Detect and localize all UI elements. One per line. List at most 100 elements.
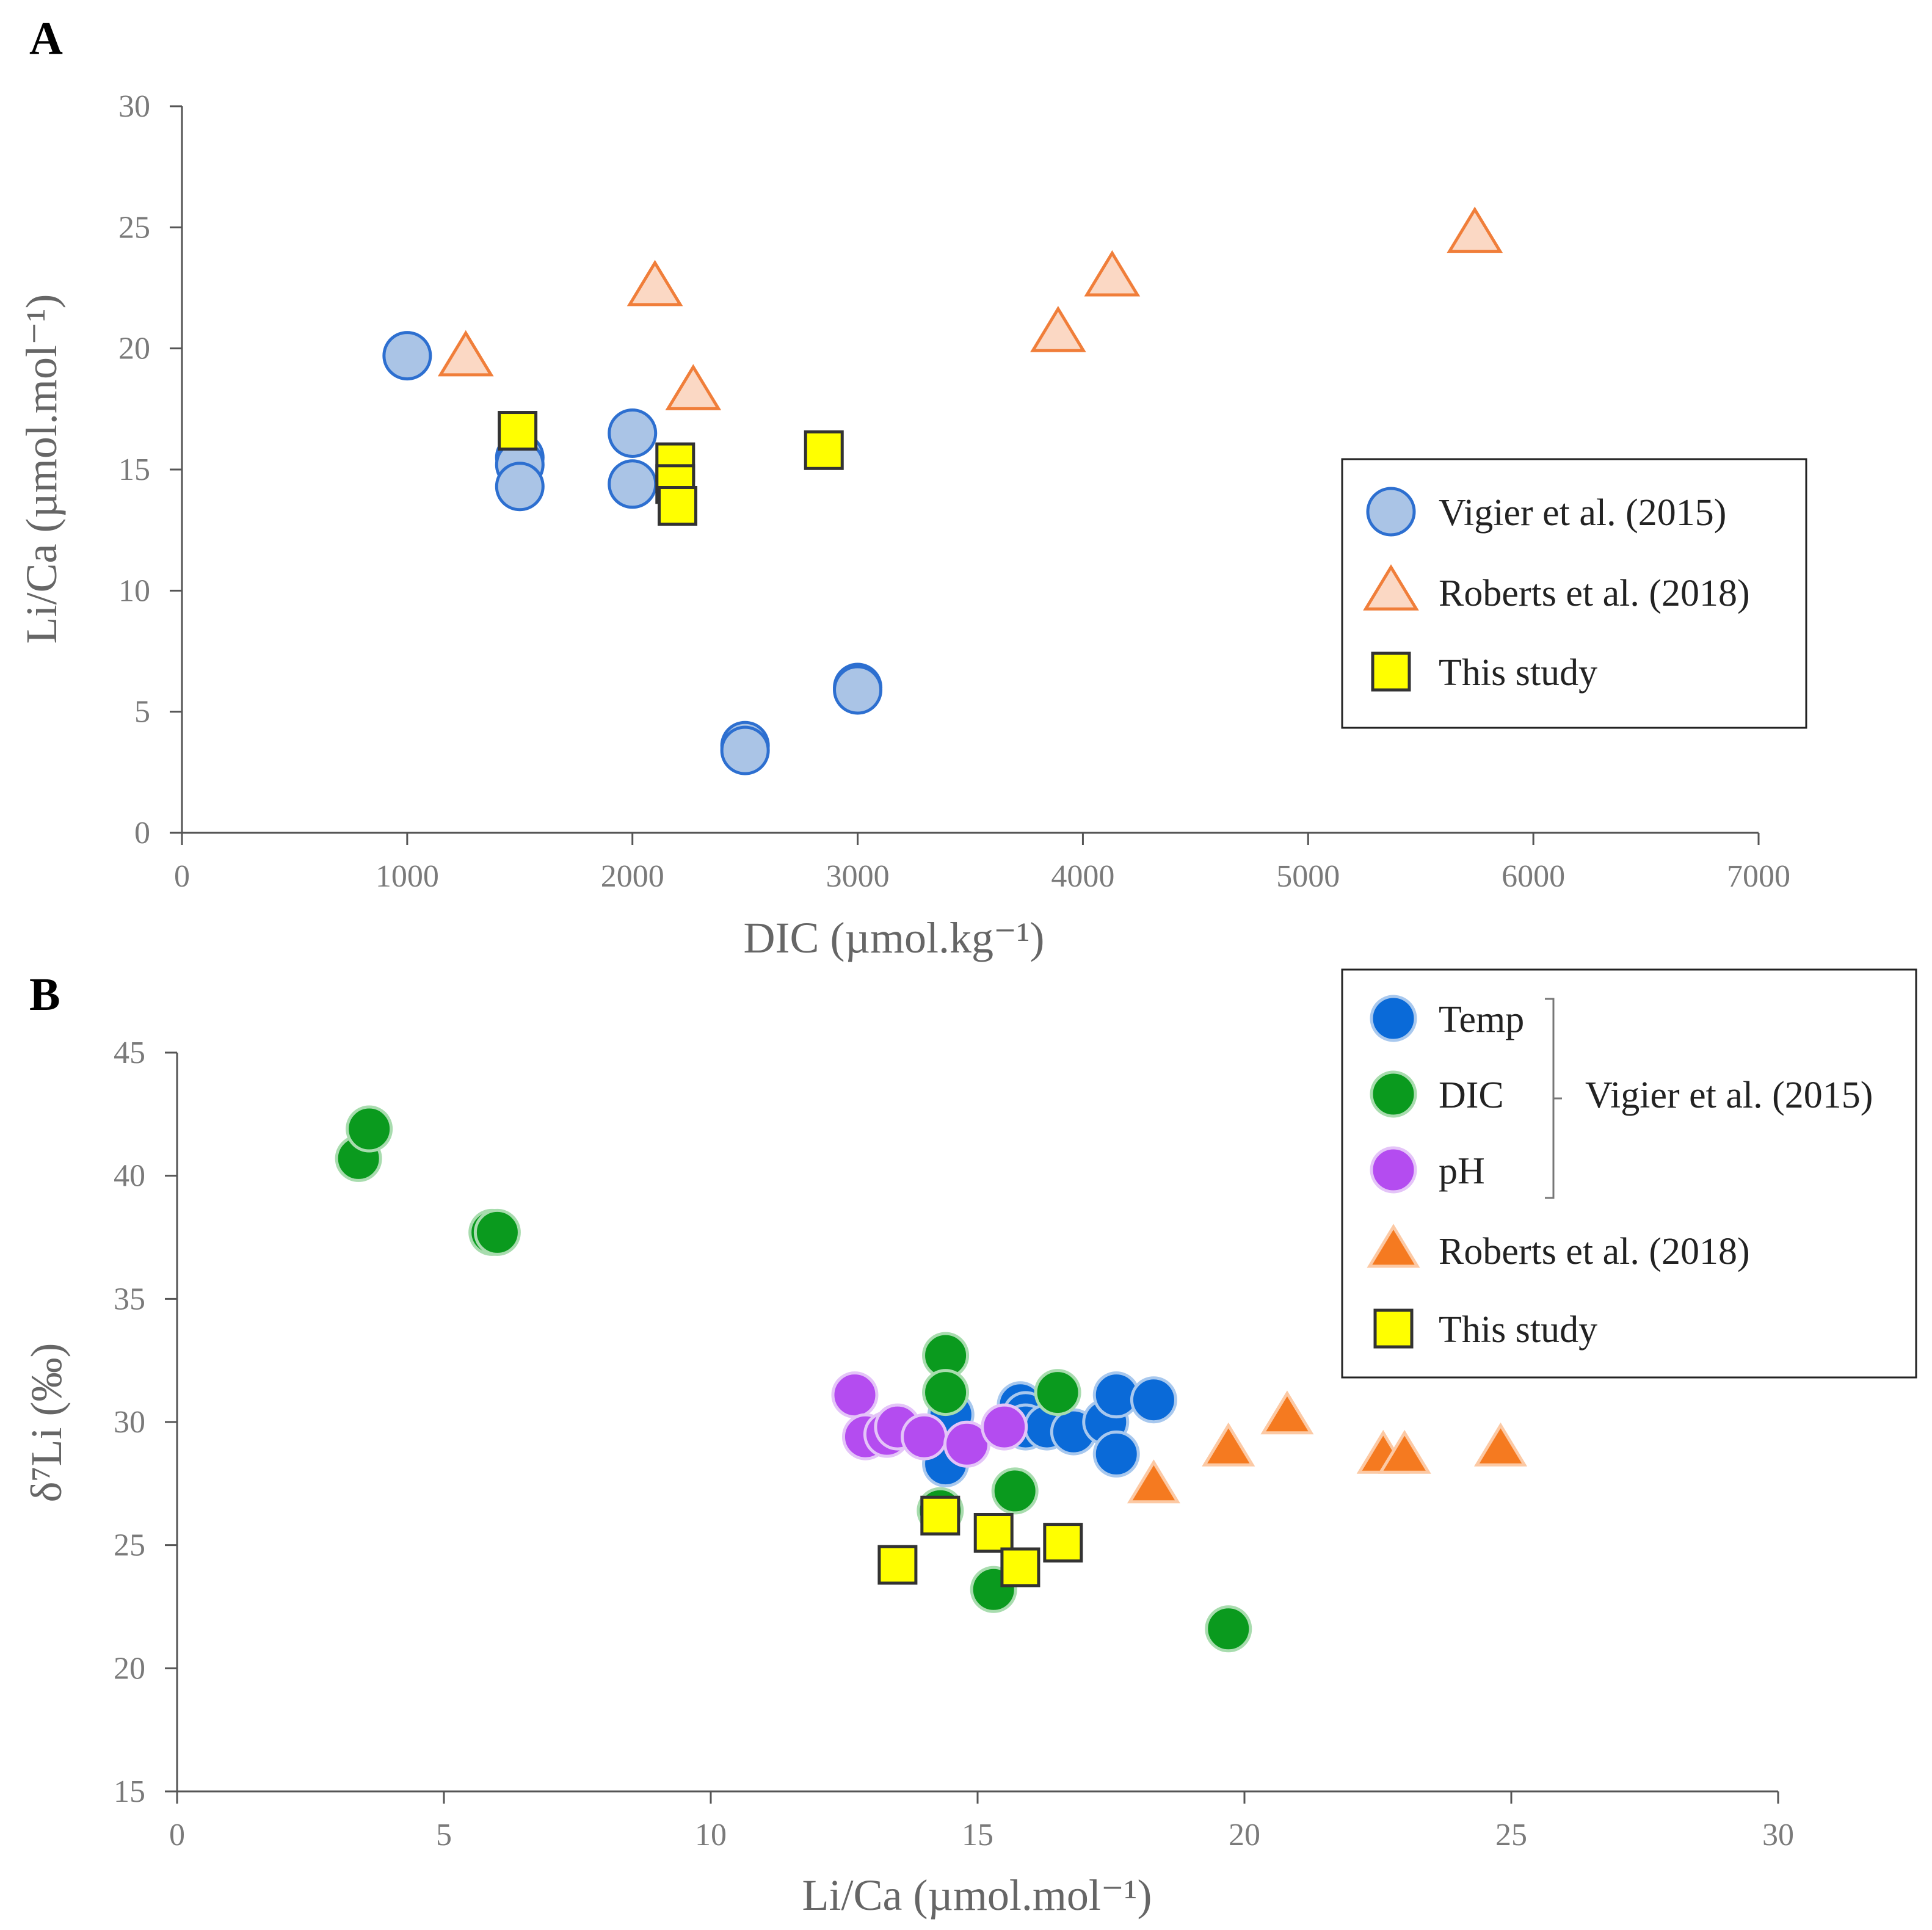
data-point (1034, 1369, 1081, 1417)
y-tick-label: 20 (118, 332, 150, 366)
legend-label: This study (1439, 1309, 1597, 1351)
data-point (831, 1371, 879, 1419)
legend-label: DIC (1439, 1075, 1504, 1116)
data-point (495, 462, 545, 512)
x-tick-label: 2000 (601, 859, 664, 894)
chart-panel-a: A 0 5 10 15 20 25 30 0 1000 2000 3000 4000 5000 6000 70… (17, 13, 1807, 962)
legend-label: Roberts et al. (2018) (1439, 1231, 1750, 1272)
data-point (1127, 1459, 1180, 1504)
y-axis-label: Li/Ca (µmol.mol⁻¹) (17, 294, 66, 644)
x-tick-label: 0 (174, 859, 190, 894)
data-point (877, 1545, 918, 1585)
data-point (1043, 1523, 1083, 1563)
y-tick-label: 25 (118, 210, 150, 245)
legend-bracket (1545, 998, 1562, 1199)
data-point (1202, 1422, 1255, 1467)
data-point (973, 1513, 1014, 1553)
y-tick-label: 15 (114, 1774, 145, 1809)
x-tick-label: 4000 (1051, 859, 1114, 894)
data-point (437, 330, 494, 377)
y-tick-label: 15 (118, 452, 150, 487)
series-roberts-et-al-2018 (1127, 1390, 1528, 1504)
data-point (720, 725, 770, 775)
x-tick-label: 15 (962, 1818, 993, 1852)
data-point (1447, 206, 1503, 253)
y-tick-label: 30 (114, 1405, 145, 1440)
legend-marker (1367, 1224, 1420, 1268)
legend: Temp DIC pH Roberts et al. (2018) This study… (1341, 968, 1917, 1379)
panel-label: A (29, 13, 63, 64)
x-tick-label: 3000 (826, 859, 890, 894)
y-tick-label: 35 (114, 1282, 145, 1316)
legend-box (1341, 458, 1807, 729)
data-point (608, 459, 658, 509)
y-tick-label: 30 (118, 89, 150, 124)
legend-marker (1370, 1070, 1417, 1118)
series-this-study (498, 411, 844, 526)
legend-label: Temp (1439, 999, 1524, 1040)
legend-label: Roberts et al. (2018) (1439, 573, 1750, 614)
data-point (382, 331, 432, 381)
data-point (991, 1467, 1039, 1515)
data-point (901, 1413, 948, 1460)
y-tick-label: 10 (118, 573, 150, 608)
legend-marker (1373, 1308, 1414, 1349)
legend-label: Vigier et al. (2015) (1439, 492, 1726, 534)
data-point (608, 408, 658, 458)
x-tick-label: 6000 (1502, 859, 1565, 894)
legend-marker (1370, 995, 1417, 1042)
panel-label: B (29, 969, 60, 1020)
y-tick-label: 0 (134, 816, 150, 851)
legend-marker (1370, 1146, 1417, 1194)
legend-label: This study (1439, 652, 1597, 694)
chart-panel-b: B 15 20 25 30 35 40 45 0 5 10 15 20 25 30 Li/Ca (µmol.m… (22, 968, 1917, 1920)
data-point (920, 1495, 961, 1536)
x-axis-label: DIC (µmol.kg⁻¹) (743, 913, 1044, 962)
legend: Vigier et al. (2015) Roberts et al. (2018… (1341, 458, 1807, 729)
y-tick-label: 25 (114, 1528, 145, 1563)
y-axis-label: δ⁷Li (‰) (22, 1343, 71, 1503)
data-point (626, 259, 683, 307)
x-tick-label: 10 (695, 1818, 727, 1852)
legend-label: pH (1439, 1150, 1485, 1192)
data-point (1092, 1430, 1140, 1478)
x-tick-label: 5 (436, 1818, 452, 1852)
x-tick-label: 1000 (376, 859, 439, 894)
x-tick-label: 30 (1762, 1818, 1794, 1852)
y-tick-label: 40 (114, 1159, 145, 1194)
data-point (1084, 250, 1141, 297)
series-dic (335, 1105, 1252, 1653)
x-tick-label: 7000 (1727, 859, 1790, 894)
legend-box (1341, 968, 1917, 1379)
legend-group-label: Vigier et al. (2015) (1585, 1075, 1873, 1116)
data-point (498, 411, 538, 451)
series-vigier-et-al-2015 (382, 331, 883, 775)
y-tick-label: 5 (134, 695, 150, 730)
x-tick-label: 0 (169, 1818, 185, 1852)
data-point (657, 486, 697, 526)
data-point (665, 364, 722, 410)
data-point (1260, 1390, 1314, 1435)
data-point (473, 1208, 521, 1256)
data-point (833, 665, 883, 715)
data-point (804, 430, 844, 470)
y-tick-label: 45 (114, 1036, 145, 1070)
x-tick-label: 5000 (1276, 859, 1340, 894)
data-point (1205, 1605, 1252, 1653)
data-point (346, 1105, 393, 1153)
legend-marker (1371, 651, 1411, 692)
series-roberts-et-al-2018 (437, 206, 1503, 410)
data-point (981, 1403, 1028, 1451)
x-axis-label: Li/Ca (µmol.mol⁻¹) (802, 1871, 1152, 1920)
data-point (1378, 1429, 1431, 1474)
data-point (1130, 1376, 1177, 1424)
data-point (1000, 1547, 1040, 1587)
data-point (1030, 305, 1086, 352)
legend-marker (1363, 564, 1419, 611)
x-tick-label: 25 (1495, 1818, 1527, 1852)
data-point (922, 1369, 970, 1417)
y-tick-label: 20 (114, 1651, 145, 1686)
data-point (1473, 1422, 1528, 1467)
x-tick-label: 20 (1229, 1818, 1260, 1852)
